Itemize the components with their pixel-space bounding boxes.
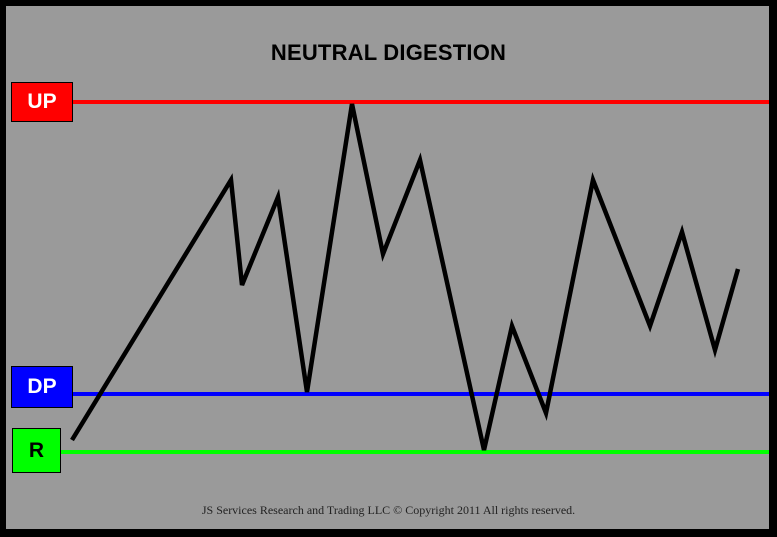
copyright-footer: JS Services Research and Trading LLC © C… <box>201 503 576 517</box>
price-path-line <box>70 103 741 451</box>
r-label: R <box>12 428 61 473</box>
diagram-title: NEUTRAL DIGESTION <box>270 40 507 65</box>
up-label: UP <box>11 82 73 122</box>
diagram-panel <box>6 6 769 529</box>
dp-label: DP <box>11 366 73 408</box>
